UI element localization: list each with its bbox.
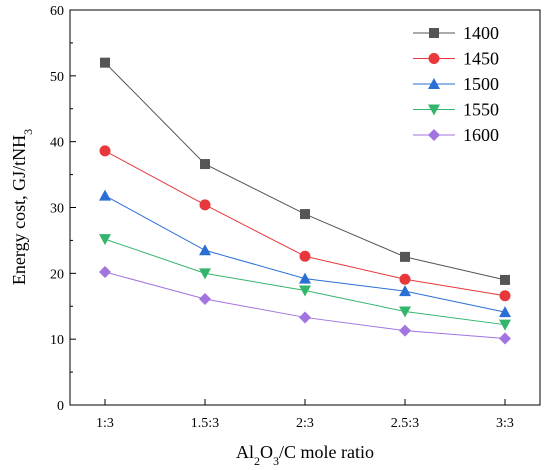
data-point-circle [99, 145, 111, 157]
data-point-triangle-down [199, 268, 211, 280]
data-point-diamond [299, 311, 311, 324]
legend-item-1550: 1550 [413, 100, 499, 120]
plot-frame [69, 9, 541, 406]
data-point-diamond [199, 293, 211, 306]
data-point-square [200, 159, 210, 170]
series-1400 [100, 57, 510, 285]
data-point-triangle-up [199, 244, 211, 256]
data-point-triangle-down [499, 319, 511, 331]
series-1600 [99, 266, 511, 345]
data-point-triangle-up [299, 272, 311, 284]
data-point-triangle-up [99, 189, 111, 201]
series-layer [99, 57, 511, 345]
x-tick-label: 1:3 [96, 416, 114, 431]
series-1550 [99, 234, 511, 331]
y-tick-label: 20 [50, 267, 64, 282]
data-point-triangle-down [299, 285, 311, 297]
data-point-triangle-down [99, 234, 111, 246]
x-axis: 1:3 1.5:3 2:3 2.5:3 3:3 [96, 399, 514, 431]
y-axis: 0 10 20 30 40 50 60 [50, 4, 76, 414]
data-point-diamond [99, 266, 111, 279]
y-tick-label: 50 [50, 70, 64, 85]
data-point-square [500, 274, 510, 285]
data-point-circle [299, 250, 311, 262]
data-point-circle [428, 53, 440, 64]
data-point-circle [399, 273, 411, 285]
x-tick-label: 2:3 [296, 416, 314, 431]
legend-label: 1450 [463, 49, 499, 69]
legend-item-1500: 1500 [413, 74, 499, 94]
legend-item-1400: 1400 [413, 23, 499, 43]
y-tick-label: 30 [50, 202, 64, 217]
data-point-circle [499, 290, 511, 302]
data-point-triangle-up [499, 306, 511, 318]
y-tick-label: 40 [50, 136, 64, 151]
data-point-diamond [499, 332, 511, 345]
data-point-square [100, 57, 110, 68]
y-tick-label: 10 [50, 333, 64, 348]
legend: 1400 1450 1500 1550 1600 [413, 23, 499, 145]
data-point-diamond [428, 129, 440, 141]
series-1450 [99, 145, 511, 302]
data-point-triangle-down [399, 306, 411, 318]
data-point-triangle-up [399, 285, 411, 297]
series-line-1400 [104, 62, 506, 281]
x-axis-title: Al2O3/C mole ratio [236, 442, 374, 468]
data-point-triangle-down [428, 104, 440, 116]
data-point-circle [199, 199, 211, 211]
data-point-diamond [399, 324, 411, 337]
series-1500 [99, 189, 511, 318]
legend-label: 1550 [463, 100, 499, 120]
y-axis-title: Energy cost, GJ/tNH3 [9, 129, 35, 285]
legend-label: 1400 [463, 23, 499, 43]
data-point-triangle-up [428, 78, 440, 89]
data-point-square [429, 28, 439, 38]
data-point-square [400, 251, 410, 262]
y-tick-label: 60 [50, 4, 64, 19]
legend-label: 1600 [463, 125, 499, 145]
x-tick-label: 3:3 [496, 416, 514, 431]
x-tick-label: 1.5:3 [191, 416, 219, 431]
data-point-square [300, 209, 310, 220]
x-tick-label: 2.5:3 [391, 416, 419, 431]
y-tick-label: 0 [57, 399, 64, 414]
legend-label: 1500 [463, 74, 499, 94]
legend-item-1600: 1600 [413, 125, 499, 145]
legend-item-1450: 1450 [413, 49, 499, 69]
